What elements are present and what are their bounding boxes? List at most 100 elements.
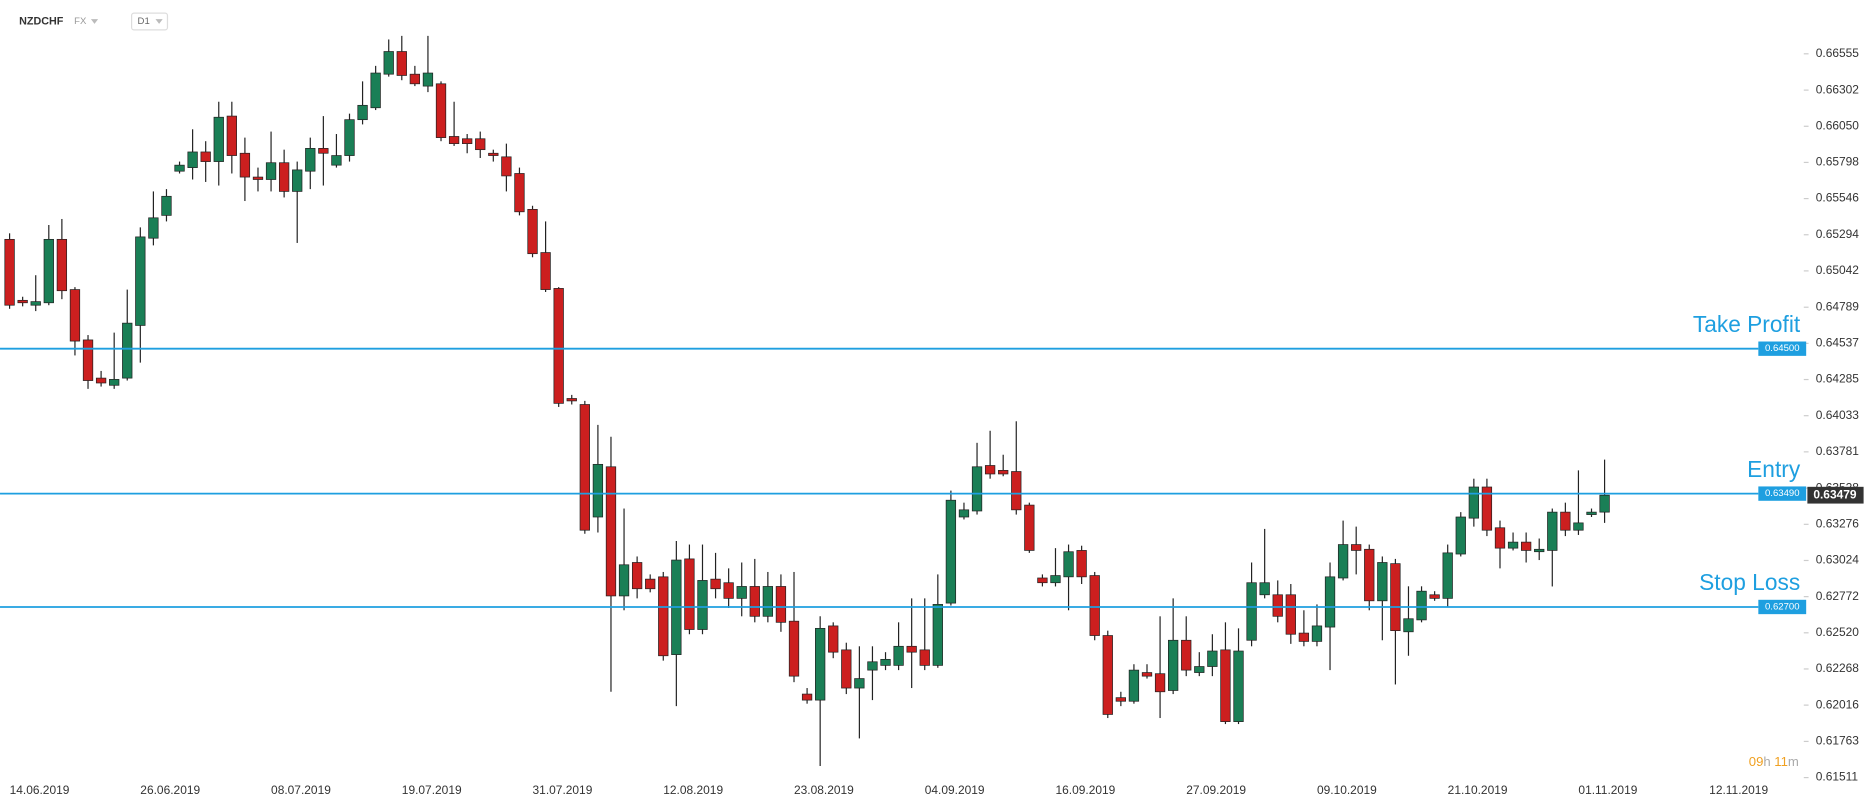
x-tick-label: 27.09.2019 bbox=[1186, 783, 1246, 797]
candle-body bbox=[854, 678, 865, 689]
y-tick-label: 0.62772 bbox=[1816, 589, 1860, 603]
y-tick-label: 0.65798 bbox=[1816, 155, 1860, 169]
level-name: Take Profit bbox=[1693, 311, 1801, 337]
last-price-tag bbox=[1807, 486, 1864, 504]
candle-body bbox=[801, 693, 813, 701]
candle-body bbox=[278, 162, 290, 192]
candle-body bbox=[56, 238, 68, 292]
y-tick-label: 0.61763 bbox=[1816, 734, 1860, 748]
candle-body bbox=[553, 288, 564, 404]
y-tick-label: 0.66050 bbox=[1816, 118, 1860, 132]
candle-body bbox=[880, 658, 891, 666]
x-tick-label: 19.07.2019 bbox=[402, 783, 462, 797]
candle-body bbox=[1141, 672, 1153, 677]
candle-body bbox=[723, 582, 734, 599]
candle-body bbox=[1128, 669, 1140, 702]
candle-body bbox=[1507, 541, 1519, 549]
candle-body bbox=[1377, 562, 1388, 602]
candle-body bbox=[383, 51, 394, 75]
candle-body bbox=[4, 238, 15, 306]
level-name: Stop Loss bbox=[1699, 569, 1800, 595]
timer-minutes-unit: m bbox=[1788, 755, 1799, 770]
candle-body bbox=[370, 72, 381, 109]
y-tick-label: 0.65294 bbox=[1816, 227, 1860, 241]
interval-box[interactable] bbox=[130, 12, 169, 31]
candle-body bbox=[1547, 511, 1558, 551]
candle-body bbox=[684, 558, 695, 630]
candle-body bbox=[1337, 544, 1349, 579]
candle-body bbox=[1011, 471, 1022, 511]
candle-body bbox=[736, 586, 747, 599]
candle-body bbox=[1024, 504, 1035, 551]
y-tick-label: 0.65042 bbox=[1816, 263, 1860, 277]
candle-body bbox=[357, 104, 368, 121]
y-tick-label: 0.62268 bbox=[1816, 661, 1860, 675]
market[interactable]: FX bbox=[74, 16, 87, 27]
candle-body bbox=[17, 299, 28, 304]
candle-body bbox=[1311, 625, 1323, 642]
timer: 09h 11m bbox=[1749, 755, 1799, 770]
candle-body bbox=[710, 578, 721, 590]
candle-body bbox=[122, 322, 133, 379]
y-tick-label: 0.65546 bbox=[1816, 191, 1860, 205]
x-tick-label: 09.10.2019 bbox=[1317, 783, 1377, 797]
y-tick-label: 0.63024 bbox=[1816, 553, 1860, 567]
candle-body bbox=[540, 252, 551, 290]
candle-body bbox=[43, 238, 54, 304]
candle-body bbox=[893, 645, 904, 666]
candle-body bbox=[422, 72, 434, 87]
timer-hours: 09 bbox=[1749, 755, 1764, 770]
timer-minutes: 11 bbox=[1774, 755, 1788, 770]
candle-body bbox=[1481, 486, 1493, 531]
candle-body bbox=[605, 466, 617, 597]
symbol[interactable]: NZDCHF bbox=[19, 15, 64, 27]
candle-body bbox=[1076, 550, 1087, 578]
candle-body bbox=[631, 562, 643, 590]
candle-body bbox=[1573, 522, 1584, 531]
candle-body bbox=[932, 604, 943, 666]
candle-body bbox=[1089, 575, 1100, 636]
candle-body bbox=[1586, 511, 1597, 515]
candle-body bbox=[1037, 577, 1048, 584]
candle-body bbox=[1455, 516, 1466, 555]
x-tick-label: 04.09.2019 bbox=[925, 783, 985, 797]
dropdown-arrow[interactable] bbox=[155, 19, 163, 24]
candle-body bbox=[1534, 548, 1545, 553]
level-name: Entry bbox=[1747, 456, 1801, 482]
candle-body bbox=[462, 138, 473, 144]
candle-body bbox=[213, 116, 224, 162]
candle-body bbox=[1351, 544, 1362, 551]
y-tick-label: 0.64537 bbox=[1816, 336, 1860, 350]
candle-body bbox=[200, 151, 211, 162]
y-tick-label: 0.63781 bbox=[1816, 444, 1860, 458]
x-tick-label: 21.10.2019 bbox=[1448, 783, 1508, 797]
candle-body bbox=[1416, 590, 1427, 621]
interval[interactable]: D1 bbox=[138, 16, 150, 27]
candle-body bbox=[252, 176, 264, 180]
candle-body bbox=[1102, 635, 1113, 715]
candle-body bbox=[1181, 639, 1192, 671]
candle-body bbox=[867, 661, 878, 671]
candle-body bbox=[579, 404, 590, 531]
candle-body bbox=[1468, 486, 1479, 519]
y-tick-label: 0.66302 bbox=[1816, 82, 1860, 96]
candle-body bbox=[697, 580, 708, 630]
x-tick-label: 14.06.2019 bbox=[10, 783, 70, 797]
candle-body bbox=[239, 152, 251, 178]
y-tick-label: 0.62016 bbox=[1816, 697, 1860, 711]
candle-body bbox=[1233, 650, 1244, 722]
candle-body bbox=[645, 578, 656, 590]
candle-body bbox=[815, 627, 826, 701]
level-tag bbox=[1758, 599, 1807, 615]
candle-body bbox=[514, 173, 525, 213]
candle-body bbox=[82, 339, 94, 381]
candle-body bbox=[305, 148, 316, 172]
candle-body bbox=[749, 586, 760, 617]
candle-body bbox=[1599, 494, 1610, 513]
candle-body bbox=[265, 162, 277, 180]
dropdown-arrow[interactable] bbox=[90, 19, 99, 24]
candle-body bbox=[762, 586, 774, 617]
y-tick-label: 0.64285 bbox=[1816, 372, 1860, 386]
candle-body bbox=[945, 499, 957, 604]
